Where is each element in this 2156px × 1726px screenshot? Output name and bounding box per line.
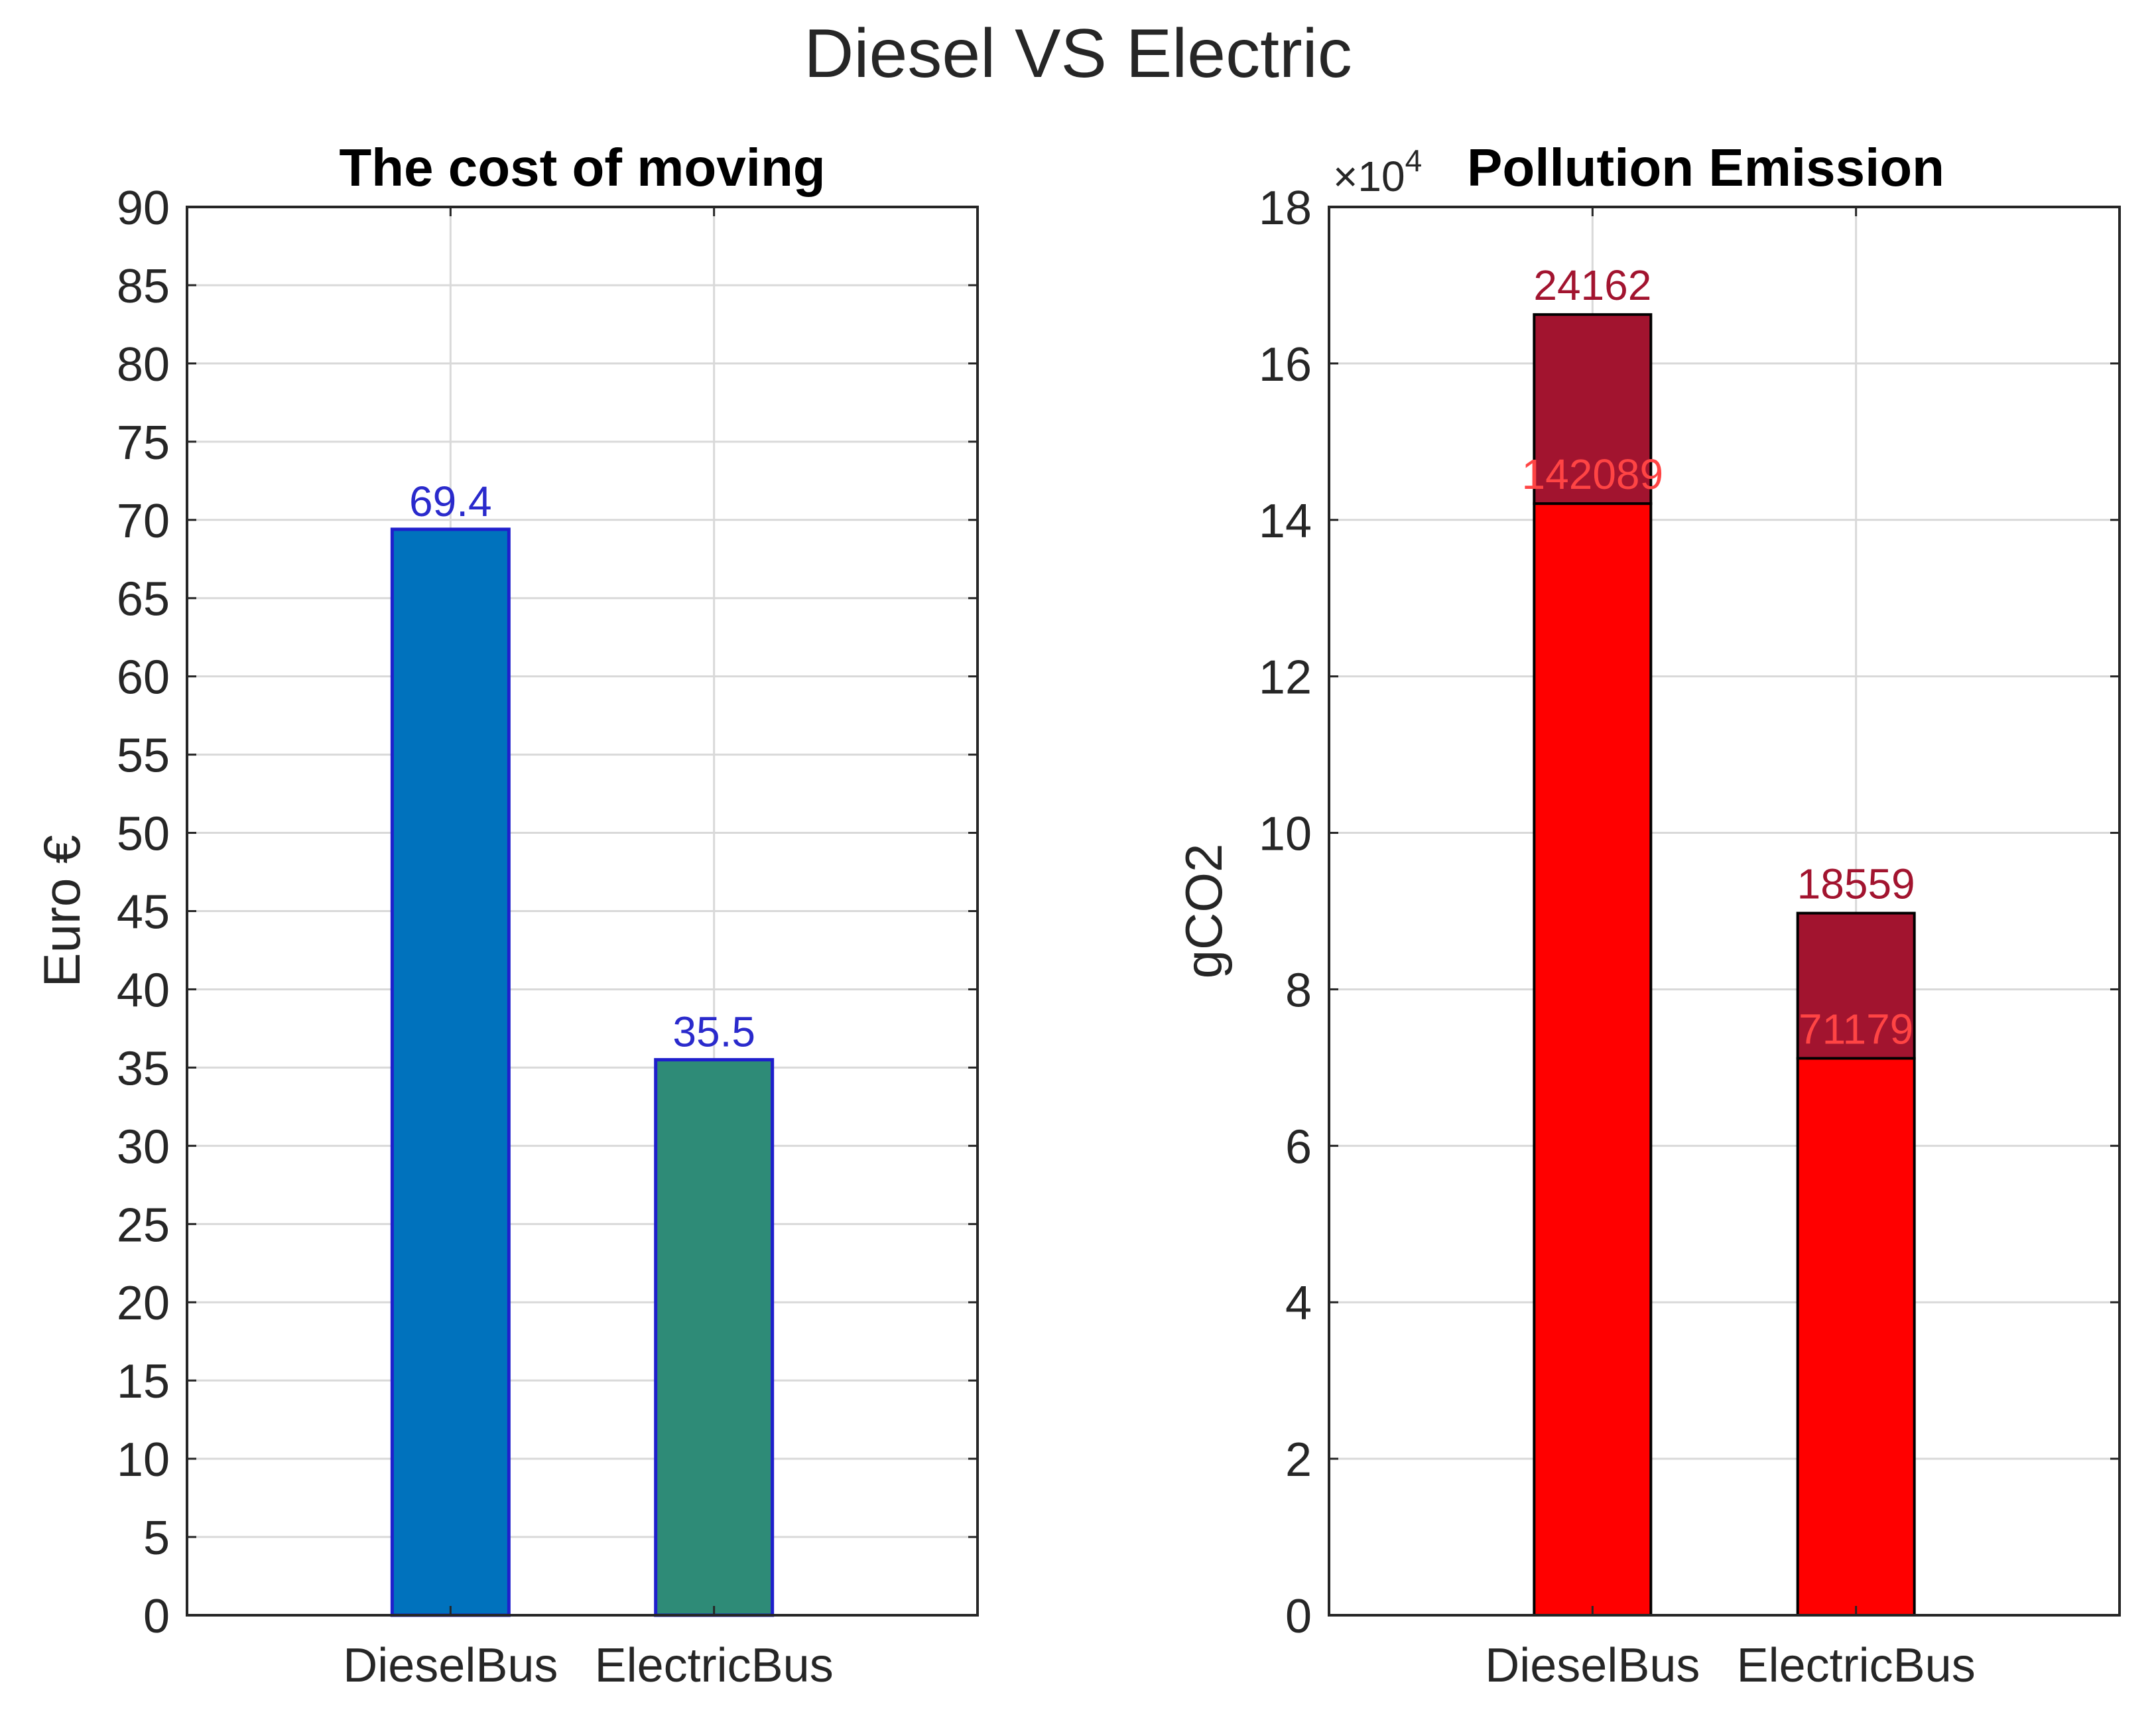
y-tick-label: 90 [117, 182, 170, 235]
data-label: 69.4 [409, 478, 492, 525]
y-tick-label: 15 [117, 1355, 170, 1408]
data-label-top: 18559 [1797, 860, 1915, 908]
x-tick-label: ElectricBus [595, 1639, 834, 1692]
y-tick-label: 65 [117, 573, 170, 626]
plot-frame [1328, 206, 2121, 1617]
bar-electricbus [654, 1058, 775, 1617]
y-tick-label: 16 [1259, 338, 1312, 391]
bar-segment-base-electricbus [1796, 1057, 1916, 1617]
y-tick-label: 55 [117, 730, 170, 783]
y-axis-label: gCO2 [1174, 844, 1233, 979]
y-tick-label: 70 [117, 495, 170, 548]
y-tick-label: 12 [1259, 651, 1312, 704]
y-tick-label: 18 [1259, 182, 1312, 235]
y-tick-label: 2 [1285, 1433, 1312, 1487]
plot-frame [186, 206, 979, 1617]
y-exponent-label: ×104 [1333, 143, 1422, 200]
y-tick-label: 50 [117, 808, 170, 861]
y-tick-label: 60 [117, 651, 170, 704]
figure-title: Diesel VS Electric [804, 15, 1352, 92]
y-tick-label: 35 [117, 1042, 170, 1095]
y-tick-label: 20 [117, 1277, 170, 1330]
y-tick-label: 80 [117, 338, 170, 391]
bar-segment-top-dieselbus [1533, 313, 1653, 505]
y-tick-label: 25 [117, 1199, 170, 1252]
y-tick-label: 10 [117, 1433, 170, 1487]
y-tick-label: 14 [1259, 495, 1312, 548]
y-tick-label: 10 [1259, 808, 1312, 861]
bar-dieselbus [390, 527, 511, 1617]
y-tick-label: 45 [117, 886, 170, 939]
x-tick-label: DieselBus [343, 1639, 558, 1692]
data-label: 35.5 [672, 1008, 755, 1056]
x-tick-label: ElectricBus [1737, 1639, 1976, 1692]
y-tick-label: 0 [143, 1590, 170, 1643]
y-tick-label: 4 [1285, 1277, 1312, 1330]
y-tick-label: 0 [1285, 1590, 1312, 1643]
data-label-top: 24162 [1533, 261, 1651, 309]
y-tick-label: 75 [117, 417, 170, 470]
chart-title: Pollution Emission [1467, 138, 1944, 197]
y-tick-label: 30 [117, 1120, 170, 1173]
y-tick-label: 8 [1285, 964, 1312, 1017]
data-label-base: 142089 [1522, 450, 1664, 498]
chart-cost-of-moving: 69.4 35.5 0 5 10 15 20 25 30 35 40 45 50 55 60 65 70 75 80… [32, 138, 979, 1692]
x-tick-label: DieselBus [1485, 1639, 1700, 1692]
chart-pollution-emission: 142089 24162 71179 18559 0 2 4 6 8 10 12 14 16 18 Dies… [1174, 138, 2121, 1692]
y-tick-label: 6 [1285, 1120, 1312, 1173]
bar-segment-base-dieselbus [1533, 502, 1653, 1617]
y-tick-label: 5 [143, 1512, 170, 1565]
y-axis-label: Euro € [32, 835, 91, 988]
y-tick-label: 40 [117, 964, 170, 1017]
y-tick-label: 85 [117, 260, 170, 313]
bar-segment-top-electricbus [1796, 911, 1916, 1060]
data-label-base: 71179 [1799, 1005, 1913, 1053]
chart-title: The cost of moving [339, 138, 825, 197]
